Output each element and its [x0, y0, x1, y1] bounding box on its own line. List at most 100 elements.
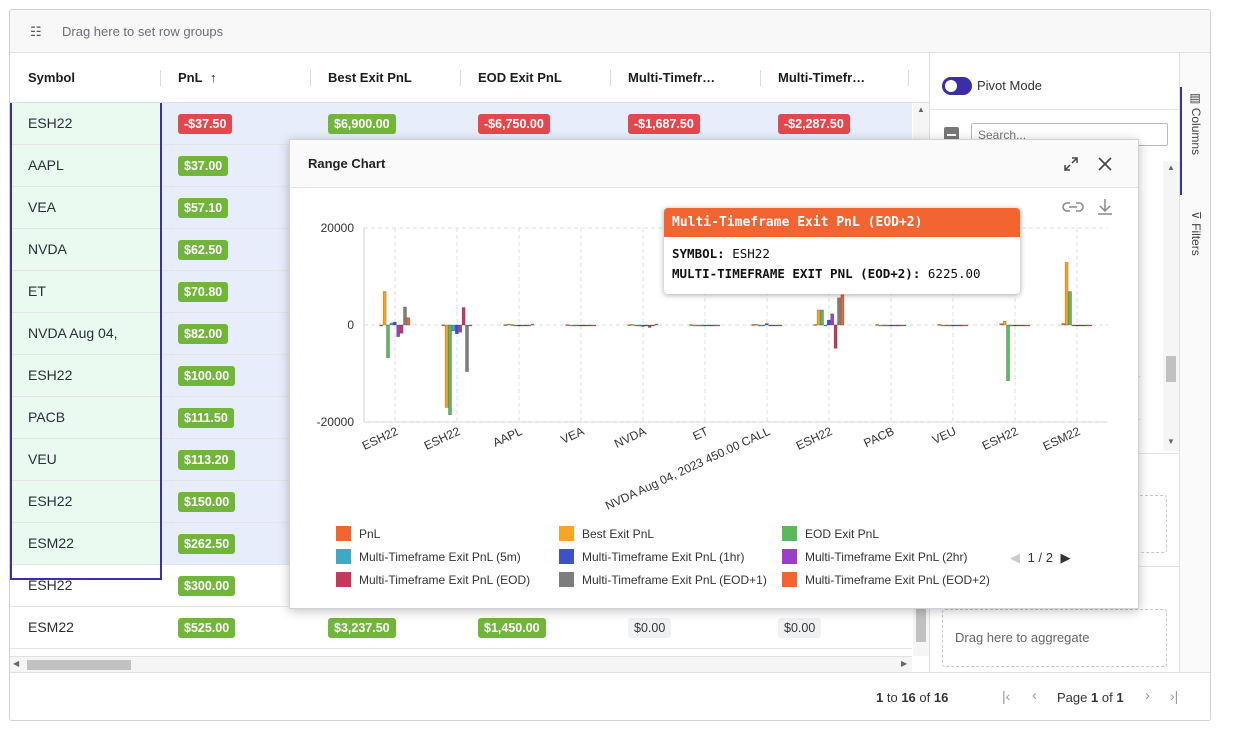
column-header-best-exit-pnl[interactable]: Best Exit PnL — [328, 70, 412, 85]
cell-range[interactable]: $300.00 — [160, 565, 912, 606]
bar — [1061, 323, 1065, 326]
table-row[interactable]: ESM22 $525.00 $3,237.50 $1,450.00 $0.00 … — [10, 607, 912, 649]
scroll-right-icon[interactable]: ▶ — [901, 659, 908, 668]
bar — [703, 324, 707, 327]
x-tick-label: VEA — [559, 424, 587, 447]
bar — [902, 324, 907, 327]
cell-range[interactable]: -$37.50 $6,900.00 -$6,750.00 -$1,687.50 … — [160, 103, 912, 144]
scroll-up-icon[interactable]: ▲ — [1167, 163, 1175, 172]
bar — [830, 313, 834, 326]
x-tick-label: ESH22 — [794, 424, 835, 453]
bar — [1023, 324, 1027, 327]
cell-symbol[interactable]: ESH22 — [28, 577, 73, 593]
legend-prev-icon[interactable]: ◀ — [1010, 550, 1020, 565]
chart-tooltip: Multi-Timeframe Exit PnL (EOD+2) SYMBOL:… — [664, 208, 1020, 294]
dialog-header[interactable]: Range Chart — [290, 140, 1138, 188]
cell-symbol[interactable]: VEA — [10, 187, 160, 228]
prev-page-icon[interactable]: ‹ — [1032, 687, 1037, 704]
cell-symbol[interactable]: ET — [10, 271, 160, 312]
cell-symbol[interactable]: ESH22 — [10, 355, 160, 396]
table-row[interactable]: ESH22 -$37.50 $6,900.00 -$6,750.00 -$1,6… — [10, 103, 912, 145]
last-page-icon[interactable]: ›| — [1170, 688, 1179, 704]
bar — [403, 306, 407, 326]
row-group-panel[interactable]: ☷ Drag here to set row groups — [10, 10, 1210, 53]
bar — [627, 324, 631, 326]
x-tick-label: ESM22 — [1041, 424, 1083, 453]
cell-symbol[interactable]: NVDA — [10, 229, 160, 270]
bar — [1078, 324, 1082, 327]
bar — [510, 324, 514, 326]
cell-symbol[interactable]: ESH22 — [10, 481, 160, 522]
column-header-multi-timeframe-2[interactable]: Multi-Timefr… — [778, 70, 866, 85]
cell-range[interactable]: $525.00 $3,237.50 $1,450.00 $0.00 $0.00 — [160, 607, 912, 648]
scroll-left-icon[interactable]: ◀ — [13, 659, 20, 668]
column-resize-handle[interactable] — [460, 70, 461, 86]
tab-columns[interactable]: ▥ Columns — [1187, 93, 1207, 193]
bar — [530, 323, 535, 326]
column-list-scrollbar[interactable]: ▲ ▼ — [1163, 161, 1179, 451]
scrollbar-thumb[interactable] — [27, 660, 131, 670]
bar — [1068, 291, 1072, 326]
bar — [589, 324, 593, 327]
cell-symbol[interactable]: ESM22 — [28, 619, 74, 635]
tab-filters[interactable]: ⊽ Filters — [1187, 211, 1207, 291]
scroll-down-icon[interactable]: ▼ — [1167, 437, 1175, 446]
column-header-pnl[interactable]: PnL ↑ — [178, 70, 217, 85]
cell-best-exit-pnl: $6,900.00 — [328, 114, 396, 134]
cell-symbol[interactable]: ESH22 — [10, 103, 160, 144]
bar — [1081, 324, 1086, 327]
column-header-eod-exit-pnl[interactable]: EOD Exit PnL — [478, 70, 562, 85]
cell-pnl: $57.10 — [178, 198, 229, 218]
bar — [1009, 324, 1014, 327]
row-group-placeholder: Drag here to set row groups — [62, 24, 224, 39]
table-row[interactable]: ESH22 $300.00 — [10, 565, 912, 607]
bar — [382, 291, 387, 326]
close-icon[interactable] — [1098, 157, 1112, 171]
legend-label: PnL — [359, 527, 381, 541]
bar — [644, 324, 648, 327]
cell-pnl: $262.50 — [178, 534, 236, 554]
legend-next-icon[interactable]: ▶ — [1060, 550, 1071, 565]
cell-symbol[interactable]: NVDA Aug 04, — [10, 313, 160, 354]
bar — [396, 324, 400, 337]
bar — [961, 324, 965, 327]
x-tick-label: NVDA — [612, 424, 648, 451]
bar — [1071, 324, 1076, 327]
cell-symbol[interactable]: AAPL — [10, 145, 160, 186]
range-chart-dialog: Range Chart 20000 0 -20000 ESH22 ESH22 AAPL VE… — [289, 139, 1139, 609]
column-resize-handle[interactable] — [610, 70, 611, 86]
legend-swatch — [336, 526, 351, 541]
column-resize-handle[interactable] — [908, 70, 909, 86]
y-tick-label: -20000 — [317, 415, 355, 429]
column-resize-handle[interactable] — [160, 70, 161, 86]
cell-eod-exit-pnl: $1,450.00 — [478, 618, 546, 638]
scroll-up-icon[interactable]: ▲ — [917, 105, 925, 114]
cell-symbol[interactable]: ESM22 — [10, 523, 160, 564]
link-chart-icon[interactable] — [1062, 200, 1084, 214]
bar — [713, 324, 717, 327]
column-header-multi-timeframe-1[interactable]: Multi-Timefr… — [628, 70, 716, 85]
column-resize-handle[interactable] — [760, 70, 761, 86]
first-page-icon[interactable]: |‹ — [1002, 688, 1011, 704]
maximize-icon[interactable] — [1063, 156, 1079, 172]
row-summary: 1 to 16 of 16 — [876, 690, 949, 705]
select-all-checkbox[interactable] — [944, 127, 959, 142]
scrollbar-thumb[interactable] — [916, 608, 926, 642]
next-page-icon[interactable]: › — [1145, 687, 1150, 704]
bar — [651, 324, 655, 327]
values-drop-zone[interactable]: Drag here to aggregate — [942, 609, 1167, 667]
pagination-panel: 1 to 16 of 16 |‹ ‹ Page 1 of 1 › ›| — [10, 672, 1210, 720]
scrollbar-thumb[interactable] — [1166, 356, 1176, 382]
horizontal-scrollbar[interactable]: ◀ ▶ — [10, 656, 912, 672]
cell-pnl: $37.00 — [178, 156, 229, 176]
download-icon[interactable] — [1097, 198, 1113, 216]
column-resize-handle[interactable] — [310, 70, 311, 86]
cell-symbol[interactable]: VEU — [10, 439, 160, 480]
column-header-symbol[interactable]: Symbol — [28, 70, 75, 85]
cell-symbol[interactable]: PACB — [10, 397, 160, 438]
dialog-title: Range Chart — [308, 156, 386, 171]
range-selection-border — [10, 103, 12, 579]
bar — [389, 322, 394, 326]
pivot-mode-toggle[interactable] — [942, 77, 972, 95]
bar — [630, 324, 635, 326]
